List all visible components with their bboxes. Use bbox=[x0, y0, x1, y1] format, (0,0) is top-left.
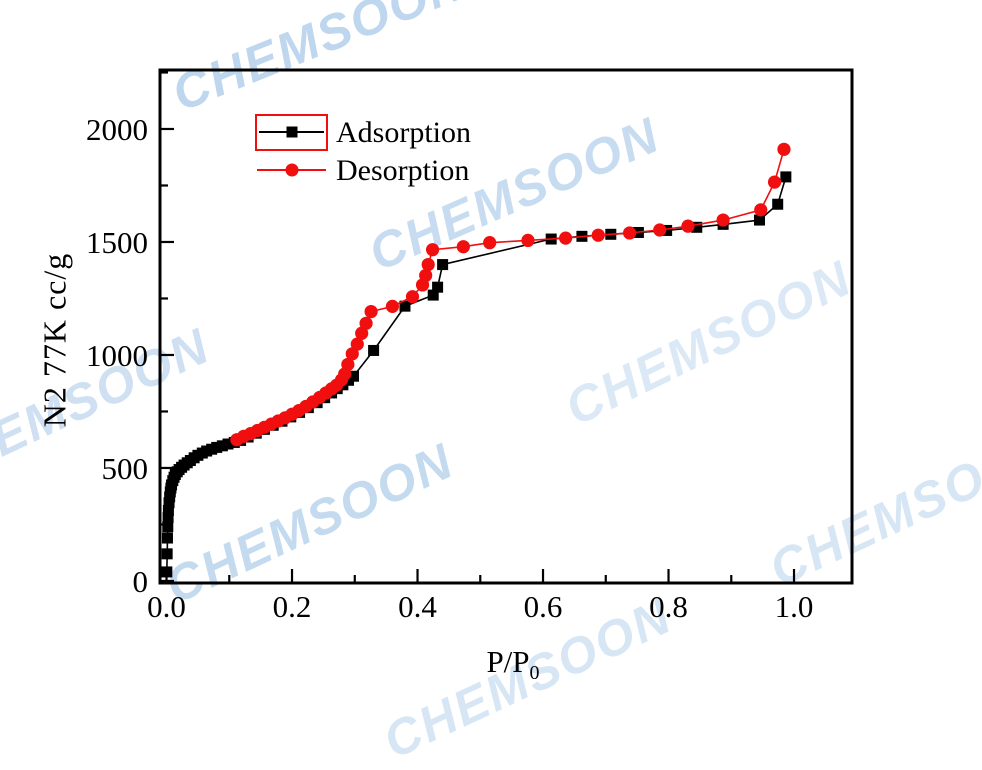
adsorption-point-marker bbox=[754, 214, 766, 226]
x-axis-ticks bbox=[165, 569, 796, 582]
desorption-legend-symbol bbox=[255, 152, 328, 189]
desorption-point-marker bbox=[385, 299, 400, 313]
svg-text:0.6: 0.6 bbox=[524, 589, 563, 624]
adsorption-point-marker bbox=[780, 171, 792, 183]
y-axis-tick-labels: 0 500 1000 1500 2000 bbox=[86, 112, 148, 599]
adsorption-point-marker bbox=[348, 370, 360, 382]
legend-entry-adsorption: Adsorption bbox=[255, 113, 471, 151]
desorption-point-marker bbox=[405, 290, 420, 304]
desorption-point-marker bbox=[345, 347, 359, 361]
adsorption-point-marker bbox=[162, 512, 174, 524]
adsorption-point-marker bbox=[661, 224, 673, 236]
desorption-point-marker bbox=[483, 236, 497, 250]
svg-text:0: 0 bbox=[133, 564, 149, 599]
y-axis-title: N2 77K cc/g bbox=[36, 252, 73, 428]
desorption-point-marker bbox=[341, 357, 355, 372]
desorption-point-marker bbox=[653, 223, 667, 237]
plot-frame bbox=[158, 68, 854, 585]
adsorption-legend-symbol bbox=[255, 113, 328, 151]
svg-text:2000: 2000 bbox=[86, 112, 148, 147]
desorption-point-marker bbox=[425, 243, 440, 257]
desorption-point-marker bbox=[777, 142, 791, 156]
svg-text:1.0: 1.0 bbox=[775, 589, 814, 624]
desorption-point-marker bbox=[421, 257, 435, 272]
adsorption-point-marker bbox=[161, 548, 173, 560]
desorption-point-marker bbox=[359, 316, 373, 330]
adsorption-point-marker bbox=[162, 504, 174, 516]
isotherm-chart: 0.0 0.2 0.4 0.6 0.8 1.0 0 500 1000 1500 2000 bbox=[86, 68, 854, 624]
x-axis-title-subscript: 0 bbox=[529, 662, 540, 684]
desorption-circle-marker-icon bbox=[285, 163, 298, 177]
svg-text:0.2: 0.2 bbox=[273, 589, 312, 624]
desorption-point-marker bbox=[754, 203, 768, 217]
adsorption-point-marker bbox=[222, 438, 234, 450]
svg-text:500: 500 bbox=[102, 451, 149, 486]
legend: Adsorption Desorption bbox=[255, 113, 471, 189]
adsorption-point-marker bbox=[399, 300, 411, 312]
adsorption-point-marker bbox=[162, 521, 174, 533]
svg-text:0.4: 0.4 bbox=[398, 589, 437, 624]
adsorption-series bbox=[161, 171, 792, 578]
adsorption-point-marker bbox=[432, 281, 444, 293]
adsorption-point-marker bbox=[437, 259, 449, 271]
desorption-point-marker bbox=[419, 268, 433, 283]
legend-entry-desorption: Desorption bbox=[255, 151, 471, 189]
adsorption-point-marker bbox=[161, 532, 173, 544]
adsorption-point-marker bbox=[216, 440, 228, 452]
svg-text:0.0: 0.0 bbox=[147, 589, 186, 624]
svg-text:1000: 1000 bbox=[86, 338, 148, 373]
x-axis-title-main: P/P bbox=[486, 644, 530, 679]
x-axis-title: P/P0 bbox=[486, 644, 539, 684]
adsorption-point-marker bbox=[368, 344, 380, 356]
adsorption-point-marker bbox=[691, 221, 703, 233]
desorption-series bbox=[230, 142, 791, 447]
desorption-point-marker bbox=[767, 175, 782, 189]
legend-label-adsorption: Adsorption bbox=[336, 115, 471, 149]
adsorption-point-marker bbox=[427, 289, 439, 301]
desorption-point-marker bbox=[623, 226, 637, 240]
desorption-point-marker bbox=[591, 228, 605, 242]
adsorption-point-marker bbox=[163, 497, 175, 509]
adsorption-square-marker-icon bbox=[286, 126, 297, 138]
legend-label-desorption: Desorption bbox=[336, 153, 470, 187]
desorption-point-marker bbox=[456, 240, 470, 254]
x-axis-tick-labels: 0.0 0.2 0.4 0.6 0.8 1.0 bbox=[147, 589, 813, 624]
adsorption-point-marker bbox=[772, 198, 784, 210]
desorption-point-marker bbox=[559, 231, 573, 245]
desorption-point-marker bbox=[364, 304, 378, 319]
svg-text:1500: 1500 bbox=[86, 225, 148, 260]
desorption-point-marker bbox=[355, 326, 369, 340]
desorption-point-marker bbox=[681, 219, 695, 233]
desorption-point-marker bbox=[716, 213, 730, 227]
desorption-point-marker bbox=[521, 233, 535, 247]
adsorption-point-marker bbox=[211, 441, 223, 453]
desorption-point-marker bbox=[350, 337, 364, 351]
adsorption-point-marker bbox=[161, 566, 173, 578]
svg-text:0.8: 0.8 bbox=[649, 589, 688, 624]
